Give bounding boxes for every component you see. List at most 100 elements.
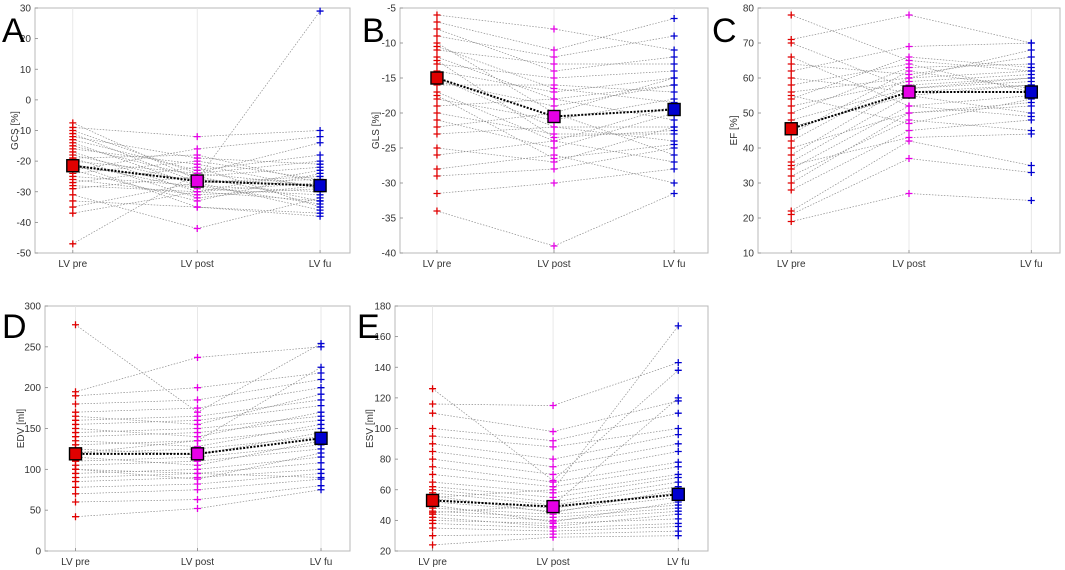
- panel-d-mean-marker: [190, 447, 205, 461]
- panel-b-subject-line: [436, 112, 675, 135]
- panel-b-point: [550, 95, 558, 103]
- panel-c-subject-line: [791, 77, 1032, 156]
- panel-e-point: [429, 463, 437, 471]
- panel-a-ytick-label: -10: [17, 126, 32, 137]
- panel-a-point: [316, 127, 324, 134]
- panel-b-point: [670, 88, 678, 96]
- panel-d-ytick-label: 0: [35, 547, 41, 558]
- panel-e-point: [429, 478, 437, 486]
- panel-d-mean-line: [75, 437, 322, 455]
- panel-d-point: [194, 505, 201, 513]
- panel-a-point: [193, 194, 201, 202]
- panel-c-point: [787, 137, 795, 145]
- panel-d-mean-marker: [68, 447, 83, 461]
- panel-b-point: [433, 43, 441, 50]
- panel-c-point: [1027, 74, 1035, 82]
- panel-c-point: [905, 57, 913, 64]
- panel-c-ytick-label: 10: [743, 249, 755, 260]
- panel-b-mean-marker: [667, 102, 681, 117]
- panel-a-subject-line: [72, 173, 321, 245]
- panel-c-point: [905, 127, 913, 134]
- panel-e-xtick-label: LV pre: [418, 557, 447, 568]
- panel-b-subject-line: [436, 70, 675, 93]
- panel-e-point: [674, 458, 682, 466]
- panel-b-point: [670, 158, 678, 166]
- panel-b-ytick-label: -40: [382, 249, 397, 260]
- panel-c-mean-marker: [1024, 85, 1039, 99]
- panel-c-point: [1027, 39, 1035, 47]
- panel-d-point: [72, 465, 79, 473]
- panel-e-point: [674, 409, 682, 417]
- panel-e-ytick-label: 60: [380, 485, 392, 496]
- panel-e-point: [549, 486, 557, 494]
- panel-b-subject-line: [436, 60, 675, 138]
- panel-b-point: [670, 81, 678, 89]
- panel-c-point: [905, 43, 913, 50]
- panel-c-xtick-label: LV pre: [777, 259, 806, 270]
- panel-b-point: [550, 134, 558, 141]
- panel-a-point: [316, 139, 324, 147]
- panel-b-point: [433, 151, 441, 159]
- panel-b-subject-line: [436, 35, 675, 58]
- panel-a-point: [69, 203, 77, 211]
- panel-d-point: [72, 321, 79, 329]
- panel-b-point: [433, 144, 441, 152]
- panel-b-point: [550, 74, 558, 82]
- panel-d-subject-line: [75, 393, 322, 425]
- panel-e-point: [674, 394, 682, 402]
- panel-c-point: [1027, 53, 1035, 61]
- panel-b-point: [550, 85, 558, 92]
- panel-e-point: [549, 518, 557, 526]
- panel-a-point: [316, 133, 324, 141]
- panel-b-ytick-label: -30: [382, 179, 397, 190]
- panel-b-point: [550, 179, 558, 187]
- panel-b-plot: -40 -35 -30 -25 -20 -15 -10 -5 LV pre LV post LV f…: [371, 4, 685, 271]
- panel-c-point: [787, 81, 795, 89]
- panel-e-ytick-label: 40: [380, 516, 392, 527]
- panel-a-point: [193, 154, 201, 162]
- panel-c-point: [787, 53, 795, 61]
- panel-c-ytick-label: 30: [743, 179, 755, 190]
- panel-b-point: [433, 11, 441, 19]
- panel-d-subject-line: [75, 428, 322, 446]
- panel-a-ytick-label: 10: [20, 65, 32, 76]
- panel-c-point: [905, 120, 913, 127]
- panel-a-point: [316, 7, 324, 15]
- panel-d-point: [317, 408, 325, 416]
- panel-c-subject-line: [791, 63, 1032, 93]
- panel-b-point: [550, 242, 558, 250]
- panel-c-point: [1027, 46, 1035, 54]
- panel-a-ytick-label: 0: [25, 95, 31, 106]
- panel-c-point: [905, 190, 913, 197]
- panel-a: -50 -40 -30 -20 -10 0 10 20 30 LV pre LV post LV fu…: [10, 4, 351, 270]
- panel-d-subject-line: [75, 372, 322, 397]
- panel-d-subject-line: [75, 415, 322, 433]
- panel-b-subject-line: [436, 81, 675, 107]
- panel-b-point: [670, 116, 678, 124]
- panel-a-axes: [34, 7, 351, 254]
- panel-c-ytick-label: 80: [743, 4, 755, 15]
- panel-c-ytick-label: 70: [743, 39, 755, 50]
- panel-d-point: [317, 384, 325, 392]
- panel-a-point: [193, 203, 201, 211]
- panel-c-point: [905, 71, 913, 78]
- panel-c-point: [787, 186, 795, 194]
- panel-e-point: [674, 366, 682, 374]
- panel-a-ytick-label: -20: [17, 157, 32, 168]
- panel-b-ylabel: GLS [%]: [371, 112, 382, 149]
- panel-e-point: [429, 432, 437, 440]
- panel-e: 20 40 60 80 100 120 140 160 180 LV pre LV post LV f…: [365, 302, 709, 568]
- panel-a-subject-line: [72, 145, 321, 202]
- panel-d-xtick-label: LV pre: [61, 557, 90, 568]
- panel-a-subject-line: [72, 163, 321, 214]
- panel-e-point: [429, 470, 437, 478]
- panel-b-ytick-label: -5: [387, 4, 396, 15]
- panel-c-ytick-label: 40: [743, 144, 755, 155]
- panel-c-mean-marker: [784, 122, 798, 136]
- panel-c-subject-line: [791, 105, 1032, 184]
- panel-c-subject-line: [791, 102, 1032, 149]
- panel-a-subject-line: [72, 194, 321, 229]
- panel-e-ytick-label: 80: [380, 455, 392, 466]
- panel-a-subject-line: [72, 142, 321, 205]
- panel-e-point: [674, 425, 682, 432]
